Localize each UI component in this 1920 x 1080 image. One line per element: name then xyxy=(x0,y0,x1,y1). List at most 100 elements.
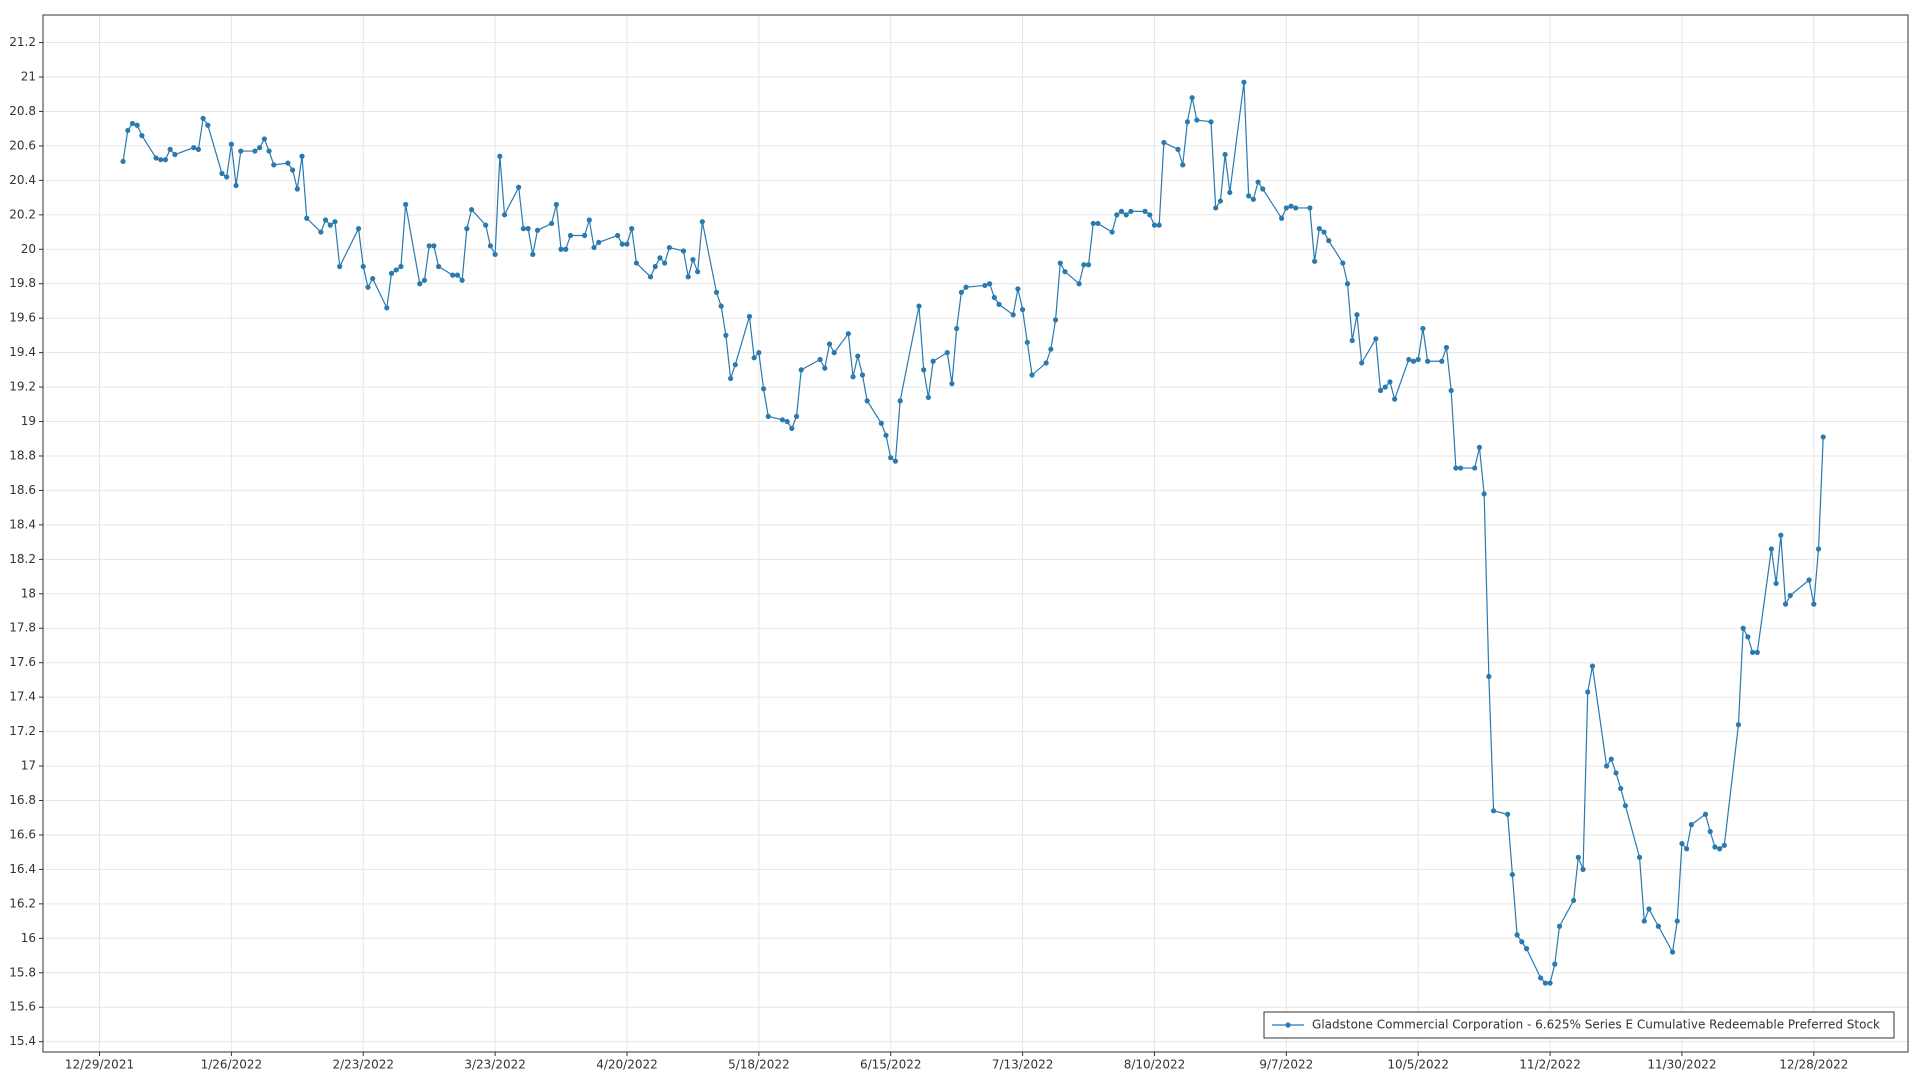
data-point xyxy=(1740,625,1746,631)
data-point xyxy=(582,232,588,239)
y-tick-label: 20.4 xyxy=(9,173,36,187)
y-tick-label: 16 xyxy=(21,931,36,945)
data-point xyxy=(1571,897,1577,904)
data-point xyxy=(1062,269,1068,275)
data-point xyxy=(996,301,1002,307)
data-point xyxy=(1618,785,1624,792)
data-point xyxy=(191,145,197,151)
data-point xyxy=(120,158,126,165)
data-point xyxy=(1161,139,1167,146)
data-point xyxy=(252,148,258,154)
data-point xyxy=(1420,325,1426,332)
data-point xyxy=(167,146,173,152)
data-point xyxy=(1425,358,1431,364)
y-tick-label: 19.8 xyxy=(9,276,36,290)
data-point xyxy=(1255,179,1261,185)
data-point xyxy=(1208,119,1214,125)
data-point xyxy=(327,222,333,228)
data-point xyxy=(822,365,828,371)
data-point xyxy=(1806,577,1812,583)
y-tick-label: 17.4 xyxy=(9,690,36,704)
data-point xyxy=(285,160,291,166)
y-tick-label: 18.2 xyxy=(9,552,36,566)
data-point xyxy=(558,246,564,252)
data-point xyxy=(1307,205,1313,211)
data-point xyxy=(718,303,724,309)
data-point xyxy=(271,162,277,168)
data-point xyxy=(779,417,786,423)
x-tick-label: 7/13/2022 xyxy=(992,1058,1054,1072)
data-point xyxy=(1575,854,1581,860)
data-point xyxy=(963,284,969,290)
data-point xyxy=(690,257,696,263)
data-point xyxy=(1321,229,1327,235)
data-point xyxy=(662,260,668,266)
data-point xyxy=(699,219,705,225)
data-point xyxy=(219,170,225,177)
data-point xyxy=(468,207,475,213)
data-point xyxy=(1024,339,1030,345)
data-point xyxy=(1373,336,1379,342)
data-point xyxy=(680,248,687,254)
x-tick-label: 6/15/2022 xyxy=(860,1058,922,1072)
data-point xyxy=(921,367,927,373)
data-point xyxy=(1538,975,1544,981)
data-point xyxy=(1090,220,1096,227)
y-tick-label: 18.4 xyxy=(9,517,36,531)
data-point xyxy=(1156,222,1162,228)
data-point xyxy=(1406,356,1412,363)
data-point xyxy=(728,375,734,382)
data-point xyxy=(1377,387,1384,394)
data-point xyxy=(647,274,654,280)
x-tick-label: 11/30/2022 xyxy=(1647,1058,1716,1072)
data-point xyxy=(1316,226,1322,232)
y-tick-label: 18.8 xyxy=(9,448,36,462)
data-point xyxy=(360,263,366,270)
y-tick-label: 19 xyxy=(21,414,36,428)
data-point xyxy=(1260,186,1266,192)
y-tick-label: 17.6 xyxy=(9,655,36,669)
data-point xyxy=(553,201,559,208)
data-point xyxy=(1721,842,1727,848)
data-point xyxy=(1311,258,1318,264)
data-point xyxy=(1476,444,1483,450)
data-point xyxy=(930,358,936,364)
data-point xyxy=(1076,281,1082,287)
data-point xyxy=(158,157,164,163)
data-point xyxy=(516,184,522,190)
data-point xyxy=(1641,918,1647,924)
data-point xyxy=(1745,634,1751,640)
data-point xyxy=(1443,344,1450,351)
data-point xyxy=(1749,649,1756,655)
data-point xyxy=(793,413,800,419)
data-point xyxy=(195,146,202,152)
y-tick-label: 20 xyxy=(21,242,36,256)
data-point xyxy=(1589,663,1596,669)
x-tick-label: 12/29/2021 xyxy=(65,1058,134,1072)
data-point xyxy=(454,272,461,278)
data-point xyxy=(925,394,932,401)
data-point xyxy=(614,232,621,239)
data-point xyxy=(1509,871,1515,878)
data-point xyxy=(1359,360,1365,366)
data-point xyxy=(162,157,169,163)
data-point xyxy=(1118,208,1125,214)
data-point xyxy=(1175,146,1181,152)
data-point xyxy=(563,246,569,252)
data-point xyxy=(1085,262,1092,268)
data-point xyxy=(859,372,866,378)
data-point xyxy=(1340,260,1346,266)
data-point xyxy=(798,367,804,373)
y-tick-label: 16.2 xyxy=(9,896,36,910)
data-point xyxy=(1481,491,1487,497)
data-point xyxy=(200,115,206,121)
data-point xyxy=(723,332,729,339)
data-point xyxy=(459,277,465,283)
data-point xyxy=(172,151,178,158)
data-point xyxy=(337,263,343,270)
data-point xyxy=(1194,117,1200,123)
y-tick-label: 21 xyxy=(21,70,36,84)
data-point xyxy=(850,374,856,380)
data-point xyxy=(492,251,498,258)
data-point xyxy=(266,148,272,154)
